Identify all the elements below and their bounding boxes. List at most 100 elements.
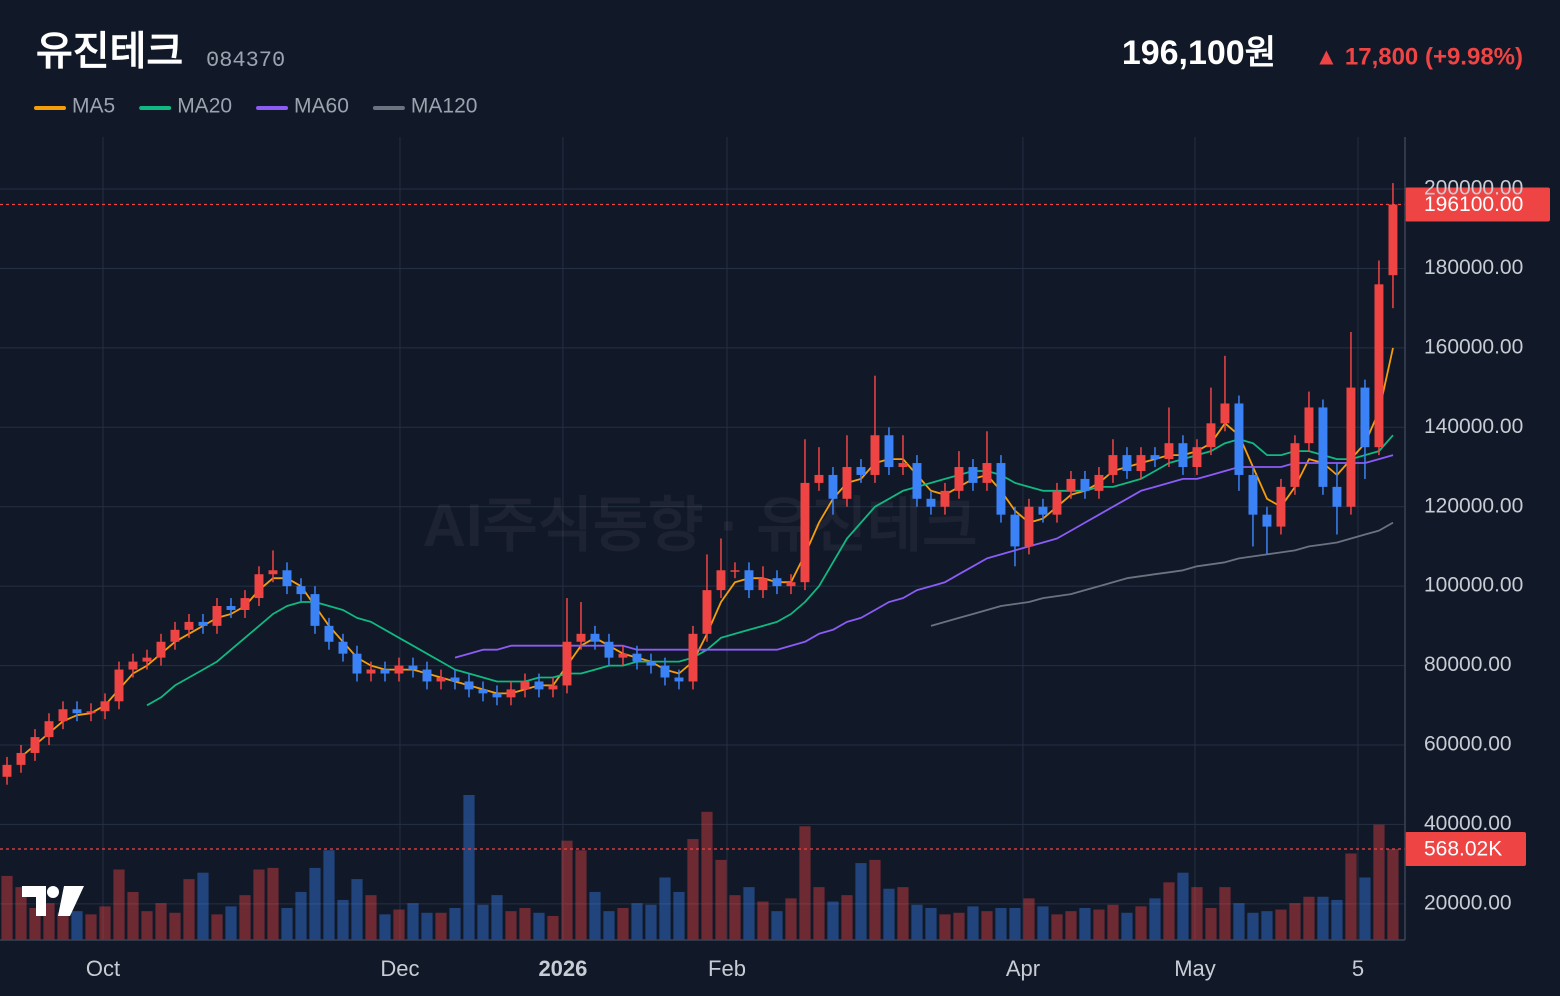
candle-body: [730, 570, 740, 572]
volume-bar: [379, 914, 391, 940]
candle-body: [226, 606, 236, 610]
price-tag: [1405, 187, 1550, 222]
candle-body: [1248, 474, 1258, 515]
volume-bar: [1303, 896, 1315, 940]
candle-body: [604, 641, 614, 658]
candle-body: [44, 721, 54, 738]
candle-body: [408, 665, 418, 670]
candle-body: [996, 463, 1006, 515]
candle-body: [856, 467, 866, 475]
volume-bar: [1121, 912, 1133, 940]
candle-body: [1164, 443, 1174, 460]
candle-body: [30, 737, 40, 753]
candle-body: [618, 653, 628, 658]
volume-bar: [351, 879, 363, 940]
axes: 20000.00 40000.00 60000.00 80000.00 100000.0…: [86, 177, 1523, 981]
volume-bar: [463, 795, 475, 940]
volume-bar: [911, 904, 923, 940]
volume-bar: [645, 904, 657, 940]
price-tag: [1405, 831, 1526, 866]
candle-body: [870, 435, 880, 475]
volume-bar: [785, 898, 797, 940]
volume-bar: [715, 859, 727, 940]
volume-bar: [309, 867, 321, 940]
candle-body: [1234, 403, 1244, 475]
volume-layer: [1, 795, 1399, 940]
candle-body: [366, 669, 376, 674]
x-tick-label: Oct: [86, 956, 120, 981]
legend-label: MA120: [411, 95, 478, 118]
y-tick-label: 120000.00: [1424, 494, 1523, 517]
candle-body: [940, 490, 950, 507]
candle-body: [296, 586, 306, 595]
candle-body: [380, 669, 390, 674]
volume-bar: [631, 903, 643, 940]
candle-body: [142, 657, 152, 662]
volume-bar: [477, 904, 489, 940]
candle-body: [58, 709, 68, 722]
volume-bar: [491, 895, 503, 940]
volume-bar: [1205, 907, 1217, 940]
candle-body: [590, 633, 600, 642]
candle-body: [478, 689, 488, 694]
candle-body: [520, 681, 530, 690]
volume-bar: [855, 863, 867, 940]
volume-bar: [1135, 906, 1147, 940]
volume-bar: [15, 887, 27, 940]
grid: [0, 137, 1405, 940]
volume-bar: [589, 891, 601, 940]
volume-bar: [1163, 882, 1175, 940]
candle-body: [310, 594, 320, 626]
candle-body: [1206, 423, 1216, 448]
stock-code: 084370: [206, 48, 285, 73]
candle-body: [632, 653, 642, 662]
volume-bar: [43, 903, 55, 940]
volume-bar: [603, 911, 615, 940]
candle-body: [786, 582, 796, 587]
candle-body: [1332, 486, 1342, 507]
candle-body: [1220, 403, 1230, 424]
volume-bar: [1037, 906, 1049, 940]
candle-body: [744, 570, 754, 591]
candle-body: [100, 701, 110, 712]
volume-bar: [519, 907, 531, 940]
volume-bar: [211, 914, 223, 940]
volume-bar: [827, 901, 839, 940]
y-tick-label: 40000.00: [1424, 812, 1512, 835]
candle-body: [1052, 490, 1062, 515]
stock-name: 유진테크: [36, 30, 183, 74]
volume-bar: [155, 903, 167, 940]
candle-body: [1360, 387, 1370, 448]
x-tick-label: 5: [1352, 956, 1364, 981]
current-price: 196,100원: [1122, 34, 1276, 72]
volume-bar: [71, 911, 83, 940]
volume-bar: [239, 895, 251, 940]
candle-body: [240, 598, 250, 610]
overlay: 196100.00 568.02K: [0, 187, 1550, 866]
candle-layer: [2, 183, 1398, 785]
candle-body: [1108, 455, 1118, 475]
volume-bar: [771, 911, 783, 940]
volume-bar: [505, 911, 517, 940]
price-change: ▲ 17,800 (+9.98%): [1314, 43, 1523, 70]
x-tick-label: May: [1174, 956, 1216, 981]
volume-bar: [57, 912, 69, 940]
candle-body: [436, 677, 446, 682]
y-tick-label: 100000.00: [1424, 574, 1523, 597]
volume-bar: [449, 907, 461, 940]
volume-bar: [365, 895, 377, 940]
candle-body: [688, 633, 698, 682]
volume-bar: [659, 877, 671, 940]
candle-body: [1290, 443, 1300, 487]
volume-bar: [29, 907, 41, 940]
volume-bar: [883, 888, 895, 940]
candle-body: [716, 570, 726, 591]
ma-line: [930, 521, 1394, 627]
volume-bar: [1247, 912, 1259, 940]
candle-body: [282, 570, 292, 587]
y-tick-label: 160000.00: [1424, 335, 1523, 358]
volume-bar: [421, 912, 433, 940]
volume-bar: [197, 872, 209, 940]
